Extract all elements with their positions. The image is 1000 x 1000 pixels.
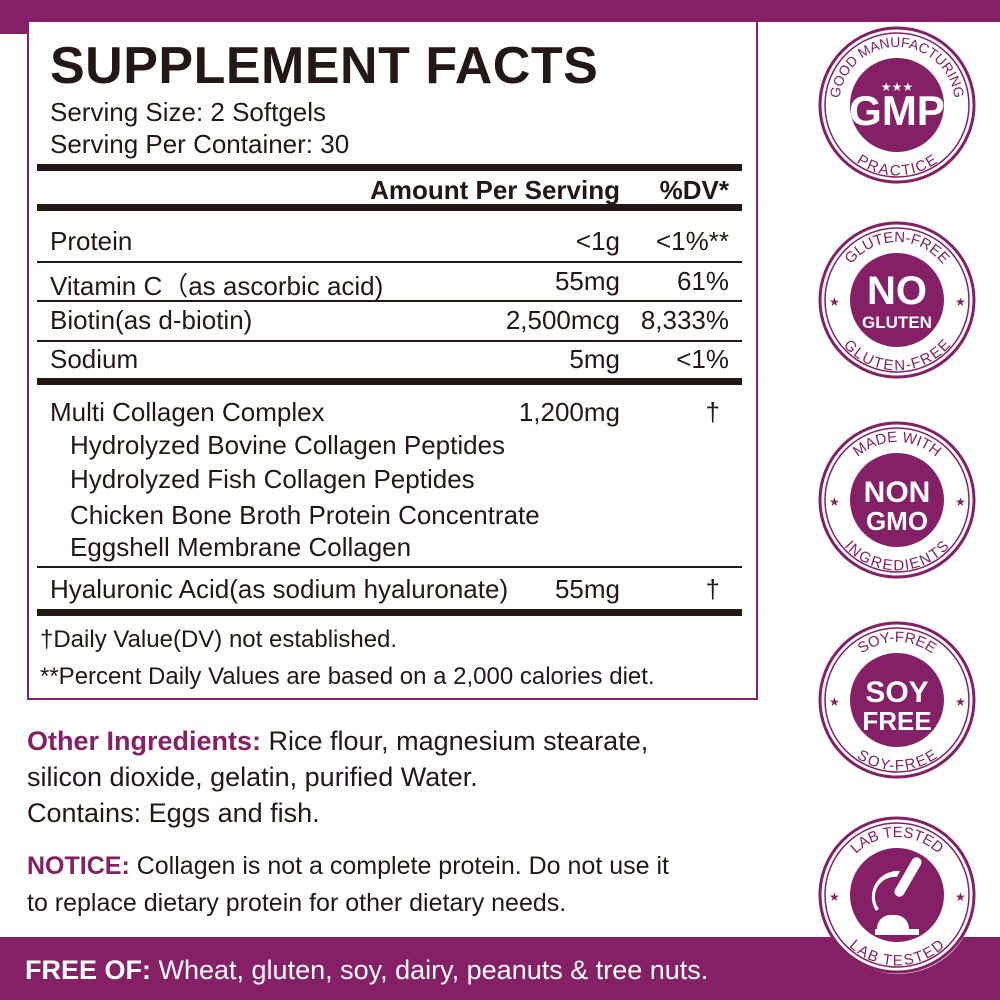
hyaluronic-amount: 55mg [554, 574, 620, 604]
nutrient-dv: 8,333% [640, 305, 729, 335]
hyaluronic-name: Hyaluronic Acid(as sodium hyaluronate) [50, 574, 509, 604]
notice-text: to replace dietary protein for other die… [27, 889, 567, 917]
complex-name: Multi Collagen Complex [50, 397, 325, 427]
badge-center-text: GMP [849, 87, 945, 134]
nutrient-name: Biotin(as d-biotin) [50, 305, 253, 335]
non-gmo-badge-icon: MADE WITH INGREDIENTS ★ ★ NON GMO [817, 420, 977, 580]
table-row: Hyaluronic Acid(as sodium hyaluronate) 55… [37, 574, 742, 608]
nutrient-amount: <1g [575, 226, 620, 256]
complex-component: Hydrolyzed Bovine Collagen Peptides [70, 430, 506, 460]
complex-component: Eggshell Membrane Collagen [70, 532, 412, 562]
header-amount: Amount Per Serving [370, 175, 620, 205]
other-ingredients-text: Rice flour, magnesium stearate, [261, 726, 649, 756]
badge-center-text: FREE [862, 706, 931, 736]
badge-center-text: GLUTEN [862, 313, 932, 332]
gluten-free-badge-icon: GLUTEN-FREE GLUTEN-FREE ★ ★ NO GLUTEN [817, 220, 977, 380]
table-header: Amount Per Serving %DV* [37, 175, 742, 209]
nutrient-dv: <1%** [656, 226, 729, 256]
nutrient-name: Sodium [50, 344, 139, 374]
star-icon: ★ [829, 695, 840, 709]
table-row: Vitamin C（as ascorbic acid) 55mg 61% [37, 266, 742, 301]
free-of-text: Wheat, gluten, soy, dairy, peanuts & tre… [151, 955, 709, 985]
footnote: **Percent Daily Values are based on a 2,… [40, 663, 655, 690]
other-ingredients-label: Other Ingredients: [27, 726, 262, 756]
top-band-corner [0, 0, 27, 34]
divider-thin [37, 566, 742, 568]
divider-thin [37, 261, 742, 263]
divider-thick [37, 609, 742, 616]
nutrient-dv: <1% [676, 344, 729, 374]
badge-center-text: SOY [865, 676, 928, 709]
divider-thick [37, 204, 742, 211]
star-icon: ★ [829, 295, 840, 309]
other-ingredients: Other Ingredients: Rice flour, magnesium… [27, 726, 648, 757]
serving-size: Serving Size: 2 Softgels [50, 97, 327, 127]
nutrient-name: Protein [50, 226, 133, 256]
divider-thick [37, 164, 742, 171]
free-of-label: FREE OF: [25, 955, 151, 985]
top-band [0, 0, 1000, 22]
other-ingredients-text: silicon dioxide, gelatin, purified Water… [27, 762, 478, 792]
nutrient-name: Vitamin C（as ascorbic acid) [50, 271, 384, 301]
star-icon: ★ [829, 495, 840, 509]
nutrient-dv: 61% [676, 266, 729, 296]
panel-title: SUPPLEMENT FACTS [50, 37, 599, 95]
star-icon: ★ [955, 495, 966, 509]
supplement-facts-panel [27, 22, 758, 700]
header-dv: %DV* [659, 175, 729, 205]
microscope-icon [871, 857, 922, 935]
star-icon: ★ [955, 295, 966, 309]
bottom-band [0, 937, 1000, 1000]
notice: NOTICE: Collagen is not a complete prote… [27, 852, 669, 881]
complex-amount: 1,200mg [518, 397, 620, 427]
gmp-badge-icon: GOOD MANUFACTURING PRACTICE ★★★ GMP [817, 25, 977, 185]
footnote: †Daily Value(DV) not established. [40, 626, 398, 653]
soy-free-badge-icon: SOY-FREE SOY-FREE ★ ★ SOY FREE [817, 620, 977, 780]
dagger-mark: † [705, 574, 720, 604]
dagger-mark: † [705, 397, 720, 427]
table-row: Biotin(as d-biotin) 2,500mcg 8,333% [37, 305, 742, 339]
badge-center-text: NON [864, 476, 931, 509]
complex-component: Hydrolyzed Fish Collagen Peptides [70, 464, 475, 494]
divider-thick [37, 378, 742, 385]
contains-text: Contains: Eggs and fish. [27, 798, 320, 828]
table-row: Protein <1g <1%** [37, 226, 742, 260]
star-icon: ★ [955, 695, 966, 709]
table-row: Sodium 5mg <1% [37, 344, 742, 378]
notice-text: Collagen is not a complete protein. Do n… [129, 852, 669, 880]
divider-thin [37, 300, 742, 302]
complex-component: Chicken Bone Broth Protein Concentrate [70, 500, 540, 530]
notice-label: NOTICE: [27, 852, 130, 880]
badge-center-text: GMO [866, 506, 928, 536]
lab-tested-badge-icon: LAB TESTED LAB TESTED ★ ★ [817, 815, 977, 975]
star-icon: ★ [829, 890, 840, 904]
star-icon: ★ [955, 890, 966, 904]
servings-per-container: Serving Per Container: 30 [50, 129, 350, 159]
nutrient-amount: 2,500mcg [505, 305, 620, 335]
badge-center-text: NO [867, 269, 927, 313]
free-of: FREE OF: Wheat, gluten, soy, dairy, pean… [25, 955, 708, 986]
nutrient-amount: 5mg [569, 344, 620, 374]
table-row: Multi Collagen Complex 1,200mg † [37, 397, 742, 431]
nutrient-amount: 55mg [554, 266, 620, 296]
divider-thin [37, 340, 742, 342]
badge-stars: ★★★ [881, 80, 913, 94]
